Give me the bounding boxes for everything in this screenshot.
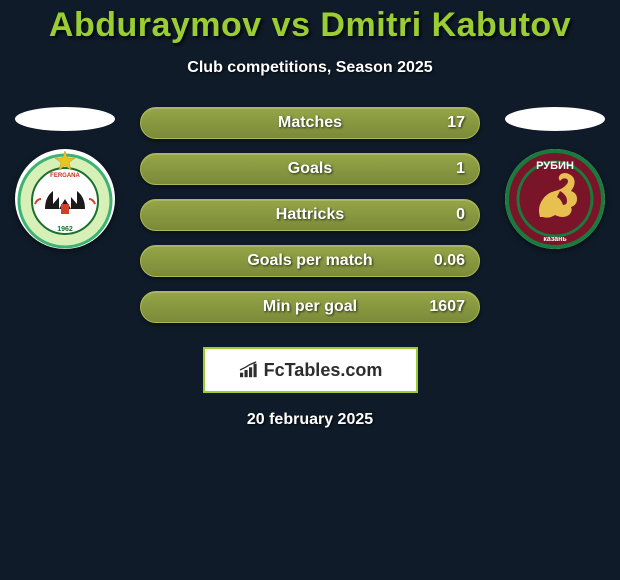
right-player-photo-placeholder xyxy=(505,107,605,131)
stat-label: Hattricks xyxy=(276,206,344,224)
svg-text:РУБИН: РУБИН xyxy=(536,160,574,172)
page-title: Abduraymov vs Dmitri Kabutov xyxy=(0,0,620,45)
left-club-badge: FERGANA 1962 xyxy=(15,149,115,249)
stat-row-matches: Matches 17 xyxy=(140,107,480,139)
chart-icon xyxy=(238,361,260,379)
neftchi-logo-icon: FERGANA 1962 xyxy=(15,149,115,249)
stat-row-gpm: Goals per match 0.06 xyxy=(140,245,480,277)
date-text: 20 february 2025 xyxy=(0,411,620,429)
stat-value: 1607 xyxy=(429,298,465,316)
right-club-badge: РУБИН казань xyxy=(505,149,605,249)
svg-text:1962: 1962 xyxy=(57,226,73,233)
brand-badge: FcTables.com xyxy=(203,347,418,393)
stat-label: Goals per match xyxy=(247,252,372,270)
left-player-photo-placeholder xyxy=(15,107,115,131)
stat-row-goals: Goals 1 xyxy=(140,153,480,185)
right-player-column: РУБИН казань xyxy=(500,107,610,249)
rubin-logo-icon: РУБИН казань xyxy=(505,149,605,249)
stat-label: Matches xyxy=(278,114,342,132)
stat-value: 0.06 xyxy=(434,252,465,270)
stat-row-mpg: Min per goal 1607 xyxy=(140,291,480,323)
stat-value: 1 xyxy=(456,160,465,178)
subtitle: Club competitions, Season 2025 xyxy=(0,59,620,77)
content-area: FERGANA 1962 РУБИН казань Matches 17 xyxy=(0,107,620,429)
brand-text: FcTables.com xyxy=(264,360,383,381)
stat-label: Goals xyxy=(288,160,332,178)
svg-text:казань: казань xyxy=(543,236,567,243)
left-player-column: FERGANA 1962 xyxy=(10,107,120,249)
stat-value: 17 xyxy=(447,114,465,132)
stats-list: Matches 17 Goals 1 Hattricks 0 Goals per… xyxy=(140,107,480,323)
svg-text:FERGANA: FERGANA xyxy=(50,173,80,179)
stat-row-hattricks: Hattricks 0 xyxy=(140,199,480,231)
stat-value: 0 xyxy=(456,206,465,224)
stat-label: Min per goal xyxy=(263,298,357,316)
